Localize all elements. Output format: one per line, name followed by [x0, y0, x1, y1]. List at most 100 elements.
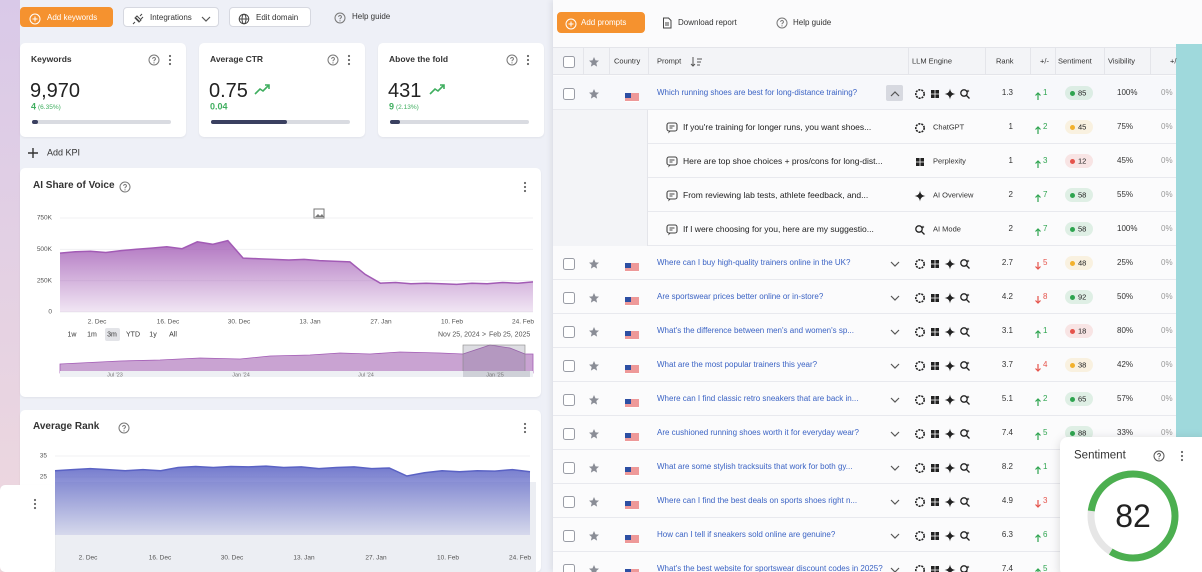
add-kpi[interactable]: Add KPI — [47, 147, 81, 158]
x-tick-label: 30. Dec — [221, 555, 244, 562]
range-button[interactable]: 3m — [107, 331, 117, 339]
prompt-link[interactable]: What are the most popular trainers this … — [657, 360, 818, 369]
icon-part — [931, 566, 939, 572]
sentiment-score: 82 — [1115, 498, 1151, 534]
icon-part — [1035, 92, 1041, 100]
icon-part — [960, 429, 968, 437]
toolbar-button[interactable]: Edit domain — [229, 7, 311, 27]
sentiment-dot — [1070, 396, 1075, 402]
icon-part — [625, 467, 639, 474]
icon — [588, 55, 600, 67]
icon — [914, 495, 926, 507]
icon-part — [890, 329, 900, 335]
icon — [625, 565, 639, 572]
icon-part — [944, 530, 956, 542]
prompt-link[interactable]: Where can I find the best deals on sport… — [657, 496, 858, 505]
toolbar-button[interactable]: Help guide — [326, 7, 390, 27]
icon-part — [589, 395, 599, 405]
prompt-link[interactable]: What's the best website for sportswear d… — [657, 564, 883, 572]
icon-part — [931, 498, 939, 506]
icon-part — [327, 54, 339, 66]
icon-part — [1035, 500, 1041, 508]
icon-part — [563, 462, 575, 474]
rank: 6.3 — [1001, 530, 1013, 539]
icon-part — [931, 328, 939, 336]
icon-part — [625, 262, 631, 268]
icon-part — [122, 424, 126, 430]
icon-part — [915, 259, 925, 269]
prompt-link[interactable]: Are cushioned running shoes worth it for… — [657, 428, 859, 437]
icon — [914, 291, 926, 303]
range-button[interactable]: All — [169, 331, 177, 339]
icon-part — [944, 496, 956, 508]
icon-part — [890, 533, 900, 539]
toolbar-button[interactable]: Add prompts — [557, 12, 645, 33]
prompt-link[interactable]: What are some stylish tracksuits that wo… — [657, 462, 853, 471]
icon-part — [1035, 364, 1041, 372]
icon-part — [568, 21, 574, 27]
area-fill — [60, 240, 533, 312]
icon-part — [966, 299, 970, 303]
range-button[interactable]: YTD — [126, 331, 140, 339]
table-row[interactable] — [553, 552, 1176, 572]
toolbar-button[interactable]: Integrations — [123, 7, 219, 27]
icon-part — [931, 532, 939, 540]
icon-part — [915, 463, 925, 473]
icon — [1034, 394, 1042, 406]
icon-part — [966, 537, 970, 541]
icon-part — [589, 463, 599, 473]
icon-part — [510, 56, 514, 62]
icon — [1034, 258, 1042, 270]
icon-part — [563, 496, 575, 508]
prompt-link[interactable]: How can I tell if sneakers sold online a… — [657, 530, 836, 539]
icon — [889, 291, 901, 303]
icon — [889, 257, 901, 269]
prompt-link[interactable]: Which running shoes are best for long-di… — [657, 88, 858, 97]
icon — [238, 12, 250, 24]
icon-part — [1035, 228, 1041, 236]
rank-change: 1 — [1043, 326, 1048, 335]
icon-part — [921, 225, 925, 229]
icon — [914, 563, 926, 572]
icon-part — [563, 360, 575, 372]
icon-part — [944, 292, 956, 304]
range-button[interactable]: 1y — [149, 331, 157, 339]
icon-part — [666, 122, 678, 132]
button-label[interactable]: Download report — [678, 18, 737, 27]
rank-change: 5 — [1043, 258, 1048, 267]
range-button[interactable]: 1w — [67, 331, 77, 339]
icon-part — [915, 497, 925, 507]
rank-change: 4 — [1043, 360, 1048, 369]
icon-part — [563, 530, 575, 542]
prompt-link[interactable]: Where can I find classic retro sneakers … — [657, 394, 859, 403]
icon — [1034, 530, 1042, 542]
icon-part — [625, 534, 631, 540]
icon-part — [33, 506, 37, 510]
icon-part — [915, 123, 925, 133]
icon-part — [625, 432, 631, 438]
button-label[interactable]: Help guide — [793, 18, 832, 27]
icon-part — [589, 259, 599, 269]
icon-part — [915, 225, 923, 233]
icon-part — [523, 185, 527, 189]
visibility-change: 0% — [1161, 326, 1173, 335]
icon-part — [33, 498, 37, 502]
button-label: Edit domain — [256, 12, 299, 22]
visibility: 75% — [1117, 122, 1134, 131]
icon-part — [1087, 470, 1179, 562]
range-button[interactable]: 1m — [87, 331, 97, 339]
icon-part — [625, 296, 631, 302]
chart-card: Average Rank 25 35 2. Dec 16. Dec 30. Dec 13. … — [20, 410, 541, 572]
icon-part — [313, 208, 325, 219]
prompt-link[interactable]: Where can I buy high-quality trainers on… — [657, 258, 851, 267]
icon-part — [625, 501, 639, 508]
icon-part — [944, 428, 956, 440]
icon — [29, 497, 41, 510]
kpi-value: 431 — [388, 80, 422, 102]
icon-part — [915, 293, 925, 303]
visibility-change: 0% — [1161, 394, 1173, 403]
icon-part — [931, 566, 939, 572]
prompt-link[interactable]: What's the difference between men's and … — [657, 326, 854, 335]
toolbar-button[interactable]: Add keywords — [20, 7, 113, 27]
prompt-link[interactable]: Are sportswear prices better online or i… — [657, 292, 824, 301]
